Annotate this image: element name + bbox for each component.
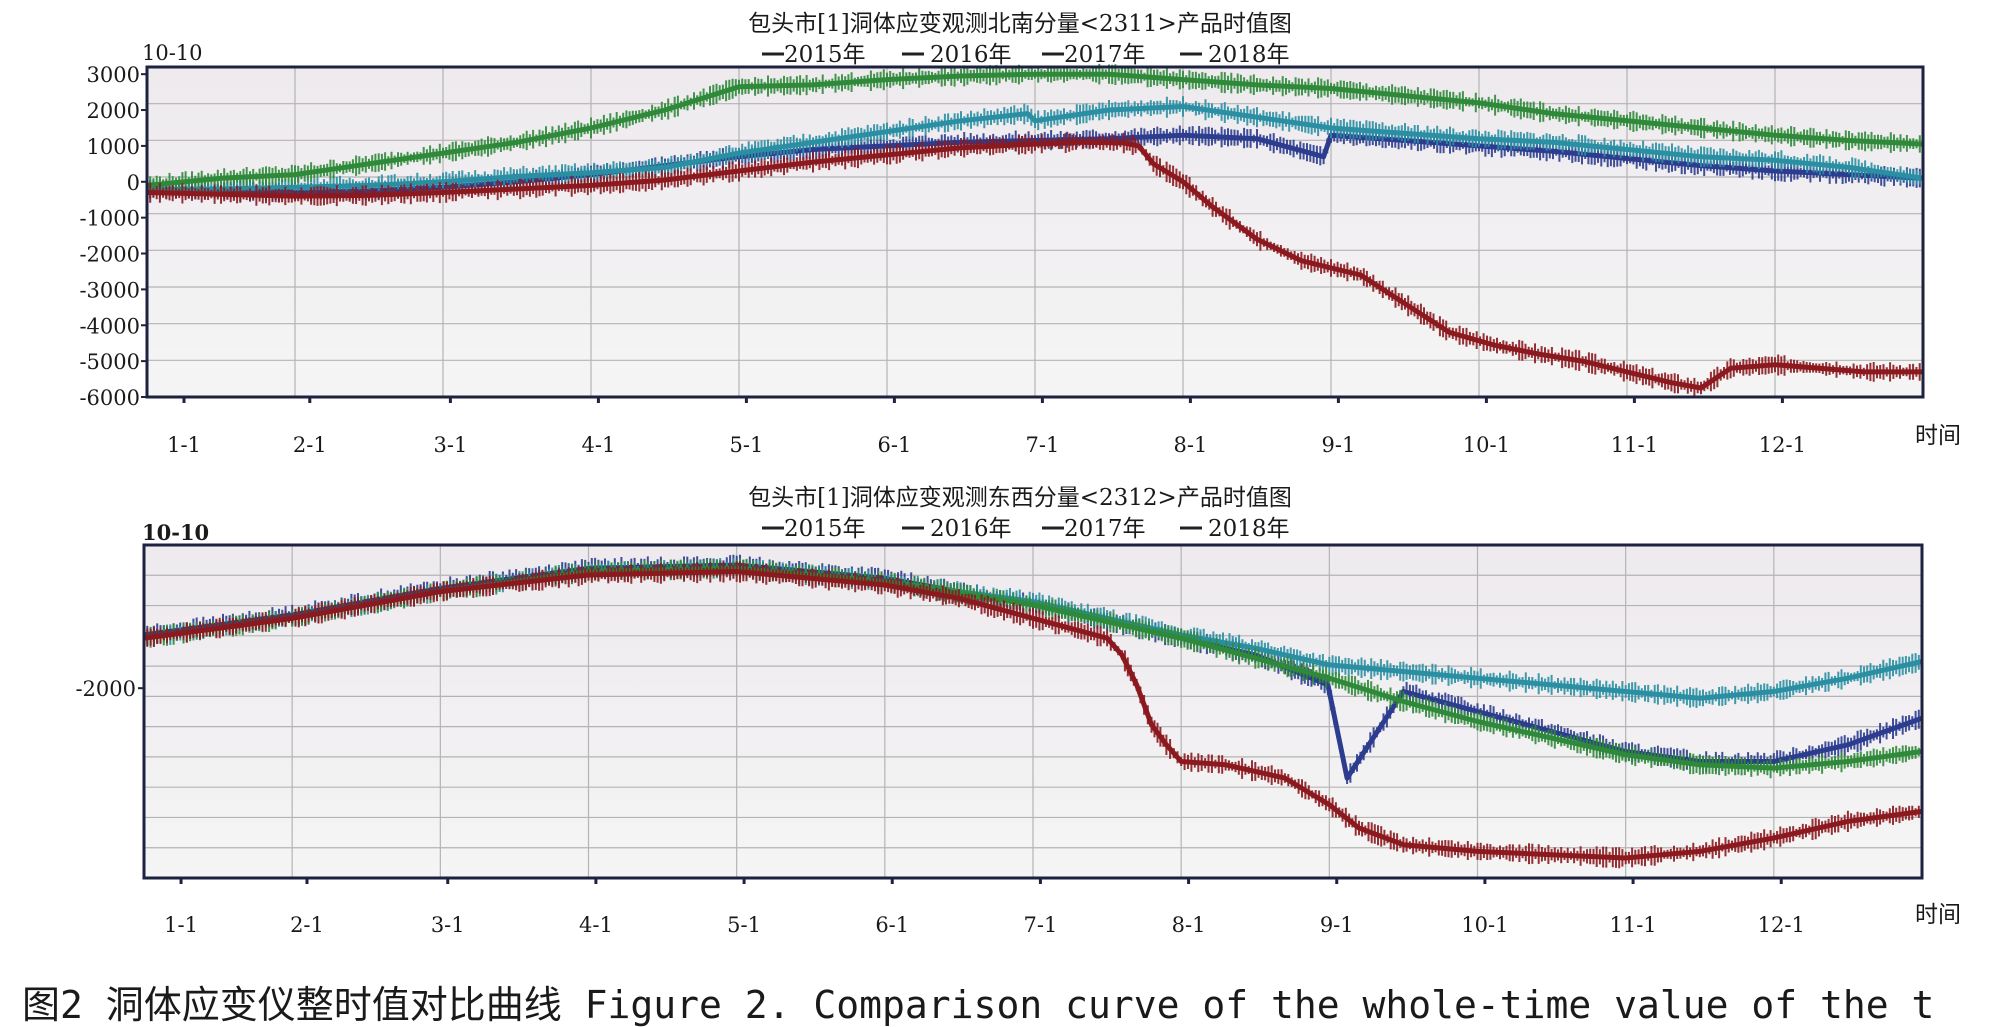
- y-tick-label: 2000: [87, 99, 140, 123]
- x-tick-label: 11-1: [1611, 433, 1658, 457]
- x-tick-label: 2-1: [293, 433, 327, 457]
- y-tick-label: 3000: [87, 63, 140, 87]
- x-tick-label: 1-1: [167, 433, 201, 457]
- y-tick-labels: 3000 2000 1000 0 -1000 -2000 -3000 -4000 -5000 -6…: [79, 63, 147, 410]
- east-west-chart: 包头市[1]洞体应变观测东西分量<2312>产品时值图 2015年 2016年 …: [75, 485, 1961, 937]
- y-tick-label: -1000: [79, 207, 140, 231]
- legend-label-2016: 2016年: [930, 516, 1012, 542]
- x-tick-label: 3-1: [433, 433, 467, 457]
- plot-frame: [145, 65, 1925, 399]
- x-tick-label: 5-1: [729, 433, 763, 457]
- x-tick-label: 7-1: [1025, 433, 1059, 457]
- series-lines: [146, 63, 1924, 396]
- x-tick-label: 4-1: [579, 913, 613, 937]
- x-axis-label: 时间: [1915, 902, 1961, 928]
- x-tick-label: 10-1: [1463, 433, 1510, 457]
- north-south-chart: 包头市[1]洞体应变观测北南分量<2311>产品时值图 2015年 2016年 …: [79, 11, 1961, 457]
- y-tick-labels: -2000: [75, 677, 144, 701]
- legend-label-2018: 2018年: [1208, 516, 1290, 542]
- legend: 2015年 2016年 2017年 2018年: [762, 516, 1290, 542]
- y-tick-label: 1000: [87, 135, 140, 159]
- plot-frame: [142, 543, 1924, 880]
- y-tick-label: -4000: [79, 314, 140, 338]
- legend-label-2017: 2017年: [1064, 516, 1146, 542]
- y-unit-label: 10-10: [142, 520, 209, 545]
- x-tick-label: 6-1: [875, 913, 909, 937]
- x-tick-label: 9-1: [1321, 433, 1355, 457]
- x-tick-label: 11-1: [1609, 913, 1656, 937]
- y-tick-label: -5000: [79, 350, 140, 374]
- legend: 2015年 2016年 2017年 2018年: [762, 42, 1290, 68]
- y-unit-label: 10-10: [142, 41, 203, 65]
- legend-label-2016: 2016年: [930, 42, 1012, 68]
- x-tick-label: 9-1: [1320, 913, 1354, 937]
- x-tick-label: 4-1: [581, 433, 615, 457]
- chart-title: 包头市[1]洞体应变观测北南分量<2311>产品时值图: [748, 11, 1292, 37]
- x-tick-label: 3-1: [431, 913, 465, 937]
- y-tick-label: -2000: [79, 243, 140, 267]
- legend-label-2015: 2015年: [784, 516, 866, 542]
- x-tick-label: 1-1: [164, 913, 198, 937]
- legend-label-2017: 2017年: [1064, 42, 1146, 68]
- y-tick-label: -2000: [75, 677, 136, 701]
- x-tick-label: 8-1: [1173, 433, 1207, 457]
- x-tick-label: 8-1: [1172, 913, 1206, 937]
- x-axis-label: 时间: [1915, 423, 1961, 449]
- comparison-charts: 包头市[1]洞体应变观测北南分量<2311>产品时值图 2015年 2016年 …: [75, 11, 1961, 937]
- x-tick-label: 12-1: [1759, 433, 1806, 457]
- x-tick-labels: 1-1 2-1 3-1 4-1 5-1 6-1 7-1 8-1 9-1 10-1 11-1 12-1: [167, 397, 1806, 457]
- legend-label-2018: 2018年: [1208, 42, 1290, 68]
- y-tick-label: -3000: [79, 278, 140, 302]
- legend-label-2015: 2015年: [784, 42, 866, 68]
- x-tick-label: 2-1: [290, 913, 324, 937]
- y-tick-label: -6000: [79, 386, 140, 410]
- figure-caption: 图2 洞体应变仪整时值对比曲线 Figure 2. Comparison cur…: [22, 984, 1935, 1027]
- x-tick-labels: 1-1 2-1 3-1 4-1 5-1 6-1 7-1 8-1 9-1 10-1 11-1 12-1: [164, 878, 1805, 937]
- x-tick-label: 7-1: [1023, 913, 1057, 937]
- x-tick-label: 12-1: [1758, 913, 1805, 937]
- x-tick-label: 5-1: [727, 913, 761, 937]
- x-tick-label: 10-1: [1461, 913, 1508, 937]
- chart-title: 包头市[1]洞体应变观测东西分量<2312>产品时值图: [748, 485, 1292, 511]
- y-tick-label: 0: [127, 171, 140, 195]
- x-tick-label: 6-1: [877, 433, 911, 457]
